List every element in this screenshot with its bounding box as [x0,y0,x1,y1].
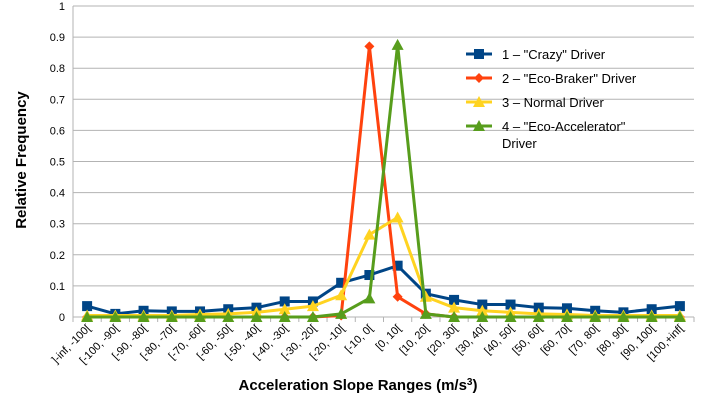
series-line [87,43,680,319]
x-axis-ticks: ]-inf, -100[[-100, -90[[-90, -80[[-80, -… [50,323,686,367]
data-point [364,41,375,52]
legend-label: 2 – "Eco-Braker" Driver [502,71,637,86]
data-point [278,311,291,322]
data-point [109,311,122,322]
data-point [335,289,348,301]
legend-item: 4 – "Eco-Accelerator" Driver [466,119,626,151]
x-tick-label: [-10, 0[ [343,323,376,356]
legend-item: 3 – Normal Driver [466,95,605,110]
y-tick-label: 0.6 [50,125,65,137]
legend-marker [473,96,485,107]
series-4 [81,38,686,322]
data-point [364,270,375,281]
legend-item: 2 – "Eco-Braker" Driver [466,71,637,86]
y-axis-title: Relative Frequency [13,91,30,229]
data-point [363,228,376,240]
data-point [278,303,291,315]
data-point [448,311,461,322]
y-tick-label: 0 [59,312,65,324]
legend-label: 3 – Normal Driver [502,95,605,110]
data-point [674,301,685,312]
legend-marker [473,120,485,131]
data-point [194,311,207,322]
data-point [165,311,178,322]
data-point [505,299,516,310]
data-point [82,301,93,312]
data-point [336,277,347,288]
data-point [306,300,319,312]
legend-label: 4 – "Eco-Accelerator" Driver [502,119,626,151]
y-tick-label: 1 [59,1,65,13]
data-point [250,311,263,322]
y-tick-label: 0.3 [50,219,65,231]
x-tick-label: [60, 70[ [539,323,573,357]
x-axis-title: Acceleration Slope Ranges (m/s3) [239,377,478,394]
y-tick-label: 0.2 [50,250,65,262]
data-point [532,311,545,322]
legend: 1 – "Crazy" Driver 2 – "Eco-Braker" Drive… [466,47,637,151]
legend-item: 1 – "Crazy" Driver [466,47,606,62]
y-tick-label: 0.1 [50,281,65,293]
data-point [560,311,573,322]
data-point [504,311,517,322]
data-point [222,311,235,322]
data-point [306,311,319,322]
data-point [391,211,404,223]
data-point [477,299,488,310]
data-point [279,296,290,307]
series-line [87,215,680,317]
series-3 [81,211,686,321]
x-tick-label: [10, 20[ [398,323,432,357]
y-tick-label: 0.8 [50,63,65,75]
series-1 [82,260,685,319]
data-point [476,304,489,316]
x-tick-label: [50, 60[ [510,323,544,357]
data-point [645,311,658,322]
y-tick-label: 0.7 [50,94,65,106]
data-point [449,294,460,305]
data-point [363,292,376,304]
data-point [589,311,602,322]
data-point [81,311,94,322]
data-point [419,307,432,319]
x-tick-label: [70, 80[ [567,323,601,357]
data-point [617,311,630,322]
data-point [335,307,348,319]
data-point [533,302,544,313]
x-tick-label: [30, 40[ [454,323,488,357]
y-tick-label: 0.9 [50,32,65,44]
legend-marker [474,49,484,59]
y-axis-ticks: 0 0.1 0.2 0.3 0.4 0.5 0.6 0.7 0.8 0.9 1 [50,1,65,324]
data-point [392,291,403,302]
data-point [448,301,461,313]
x-tick-label: [20, 30[ [426,323,460,357]
data-point [392,260,403,271]
legend-marker [474,73,484,83]
data-point [391,38,404,50]
data-point [561,303,572,314]
series-line [86,264,681,316]
y-tick-label: 0.5 [50,157,65,169]
x-tick-label: [40, 50[ [482,323,516,357]
y-tick-label: 0.4 [50,188,65,200]
legend-label: 1 – "Crazy" Driver [502,47,606,62]
data-point [476,311,489,322]
data-point [646,304,657,315]
data-point [137,311,150,322]
series-layer [81,38,686,322]
data-point [673,311,686,322]
